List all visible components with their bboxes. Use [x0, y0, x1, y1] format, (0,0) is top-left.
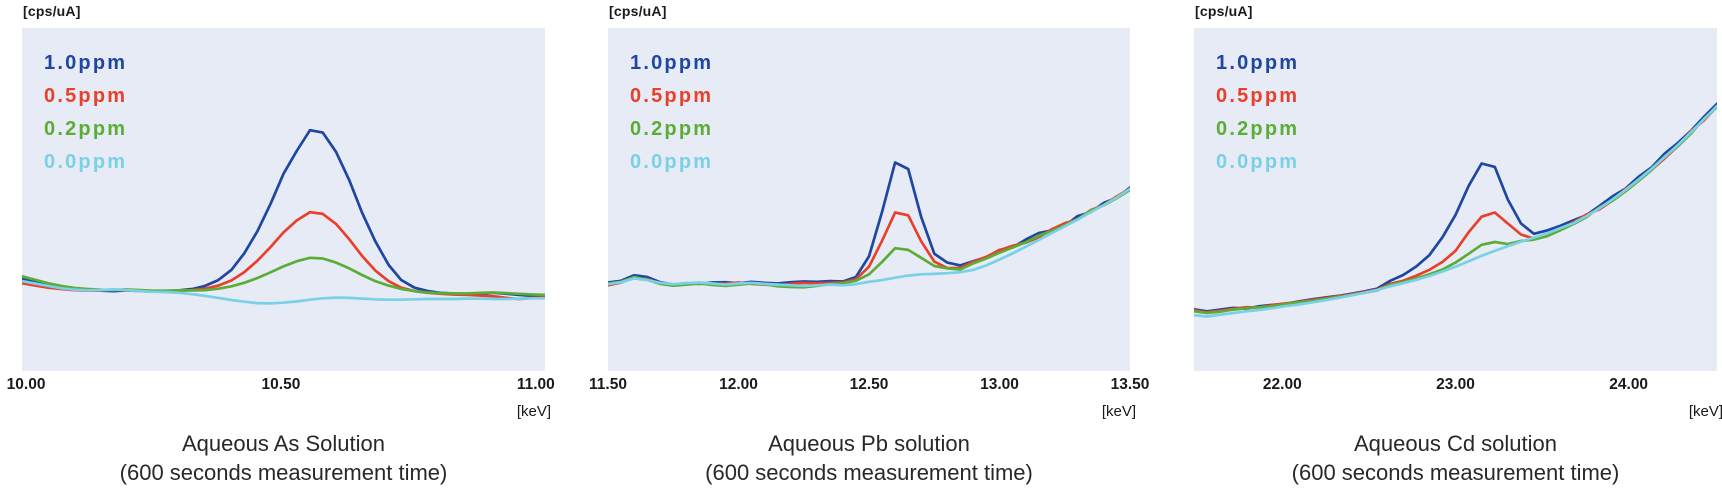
spectrum-trace-0.2ppm [608, 188, 1130, 289]
chart-subtitle: (600 seconds measurement time) [119, 460, 448, 485]
legend-item: 0.5ppm [1216, 85, 1300, 107]
x-axis-unit-label: [keV] [1101, 403, 1136, 420]
legend: 1.0ppm 0.5ppm 0.2ppm 0.0ppm [44, 47, 127, 179]
legend-item: 0.2ppm [630, 118, 714, 140]
plot-area: 1.0ppm 0.5ppm 0.2ppm 0.0ppm [22, 28, 545, 371]
spectrum-trace-0.0ppm [22, 279, 545, 305]
x-tick-label: 22.00 [1262, 376, 1302, 393]
spectrum-svg [1194, 102, 1717, 318]
x-tick-label: 12.50 [849, 376, 889, 393]
spectrum-panel-pb: [cps/uA] 1.0ppm 0.5ppm 0.2ppm 0.0ppm 11.50 1… [574, 0, 1149, 498]
spectrum-trace-0.5ppm [22, 210, 545, 301]
legend-item: 0.5ppm [44, 85, 128, 107]
x-tick-label: 23.00 [1436, 376, 1475, 393]
plot-area: 1.0ppm 0.5ppm 0.2ppm 0.0ppm [1194, 28, 1717, 371]
x-tick-label: 24.00 [1609, 376, 1649, 393]
chart-subtitle: (600 seconds measurement time) [1291, 460, 1620, 485]
spectrum-trace-0.0ppm [608, 187, 1130, 288]
legend-item: 1.0ppm [1216, 52, 1300, 74]
spectrum-panel-cd: [cps/uA] 1.0ppm 0.5ppm 0.2ppm 0.0ppm 22.00 2… [1148, 0, 1722, 498]
x-axis-unit-label: [keV] [516, 403, 551, 420]
x-tick-label: 11.00 [516, 376, 555, 393]
spectrum-svg [22, 128, 545, 305]
legend-item: 0.5ppm [630, 85, 714, 107]
x-tick-label: 10.50 [261, 376, 301, 393]
legend-item: 0.0ppm [1216, 151, 1300, 173]
y-axis-unit-label: [cps/uA] [1195, 3, 1253, 19]
x-tick-label: 12.00 [719, 376, 758, 393]
x-tick-label: 11.50 [589, 376, 627, 393]
x-tick-label: 13.00 [980, 376, 1019, 393]
legend-item: 1.0ppm [630, 52, 714, 74]
x-tick-label: 13.50 [1110, 376, 1150, 393]
spectrum-svg [608, 161, 1130, 289]
spectrum-panel-as: [cps/uA] 1.0ppm 0.5ppm 0.2ppm 0.0ppm 10.00 1… [0, 0, 574, 498]
x-axis-unit-label: [keV] [1688, 403, 1722, 420]
spectrum-trace-0.5ppm [608, 187, 1130, 287]
chart-title: Aqueous Pb solution [768, 431, 970, 456]
spectrum-trace-0.0ppm [1194, 104, 1717, 318]
legend-item: 1.0ppm [44, 52, 128, 74]
y-axis-unit-label: [cps/uA] [609, 3, 667, 19]
x-tick-label: 10.00 [6, 376, 46, 393]
plot-area: 1.0ppm 0.5ppm 0.2ppm 0.0ppm [608, 28, 1130, 371]
legend-item: 0.0ppm [44, 151, 128, 173]
chart-title: Aqueous Cd solution [1353, 431, 1558, 456]
chart-subtitle: (600 seconds measurement time) [705, 460, 1033, 485]
chart-title: Aqueous As Solution [181, 431, 386, 456]
legend: 1.0ppm 0.5ppm 0.2ppm 0.0ppm [630, 47, 713, 179]
legend-item: 0.2ppm [44, 118, 128, 140]
y-axis-unit-label: [cps/uA] [23, 3, 81, 19]
legend: 1.0ppm 0.5ppm 0.2ppm 0.0ppm [1216, 47, 1299, 179]
legend-item: 0.0ppm [630, 151, 714, 173]
legend-item: 0.2ppm [1216, 118, 1300, 140]
